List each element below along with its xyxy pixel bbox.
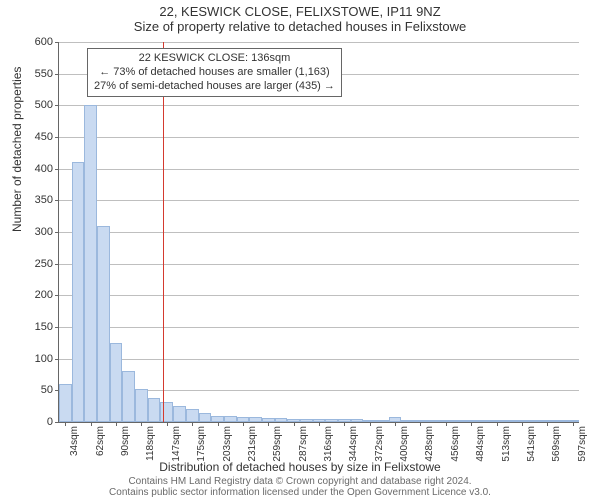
histogram-bar [300,419,313,422]
histogram-bar [503,420,516,422]
chart-container: 05010015020025030035040045050055060034sq… [58,42,578,422]
ytick-mark [55,422,59,423]
chart-title-line1: 22, KESWICK CLOSE, FELIXSTOWE, IP11 9NZ [0,0,600,19]
histogram-bar [173,406,186,422]
ytick-label: 400 [23,163,53,175]
histogram-bar [478,420,491,422]
footer: Contains HM Land Registry data © Crown c… [0,476,600,498]
plot-area: 05010015020025030035040045050055060034sq… [58,42,579,423]
ytick-label: 550 [23,68,53,80]
gridline [59,169,579,170]
x-axis-label: Distribution of detached houses by size … [0,460,600,474]
ytick-mark [55,74,59,75]
histogram-bar [59,384,72,422]
histogram-bar [186,409,199,422]
gridline [59,359,579,360]
histogram-bar [554,420,567,422]
gridline [59,264,579,265]
ytick-label: 300 [23,226,53,238]
histogram-bar [427,420,440,422]
footer-line1: Contains HM Land Registry data © Crown c… [128,476,471,487]
xtick-mark [65,422,66,426]
xtick-mark [141,422,142,426]
xtick-mark [218,422,219,426]
ytick-label: 600 [23,36,53,48]
xtick-mark [243,422,244,426]
xtick-mark [547,422,548,426]
gridline [59,42,579,43]
histogram-bar [97,226,110,422]
gridline [59,105,579,106]
histogram-bar [122,371,135,422]
histogram-bar [528,420,541,422]
ytick-mark [55,169,59,170]
histogram-bar [72,162,85,422]
histogram-bar [376,420,389,422]
ytick-label: 200 [23,289,53,301]
xtick-mark [91,422,92,426]
annotation-line1: 22 KESWICK CLOSE: 136sqm [139,52,291,64]
ytick-mark [55,264,59,265]
ytick-label: 450 [23,131,53,143]
xtick-mark [294,422,295,426]
y-axis-label: Number of detached properties [10,67,24,232]
ytick-mark [55,295,59,296]
annotation-box: 22 KESWICK CLOSE: 136sqm ← 73% of detache… [87,48,342,97]
xtick-mark [497,422,498,426]
histogram-bar [401,420,414,422]
histogram-bar [275,418,288,422]
xtick-mark [370,422,371,426]
footer-line2: Contains public sector information licen… [109,487,491,498]
xtick-mark [471,422,472,426]
ytick-label: 150 [23,321,53,333]
xtick-mark [116,422,117,426]
xtick-mark [167,422,168,426]
xtick-mark [420,422,421,426]
ytick-label: 0 [23,416,53,428]
ytick-label: 50 [23,384,53,396]
ytick-mark [55,327,59,328]
ytick-mark [55,359,59,360]
histogram-bar [249,417,262,422]
ytick-mark [55,200,59,201]
ytick-label: 100 [23,353,53,365]
ytick-mark [55,42,59,43]
histogram-bar [325,419,338,422]
histogram-bar [199,413,212,423]
histogram-bar [224,416,237,422]
histogram-bar [351,419,364,422]
chart-title-line2: Size of property relative to detached ho… [0,19,600,34]
reference-line [163,42,164,422]
gridline [59,137,579,138]
xtick-mark [192,422,193,426]
annotation-line2: ← 73% of detached houses are smaller (1,… [99,66,330,78]
xtick-mark [446,422,447,426]
histogram-bar [110,343,123,422]
ytick-label: 250 [23,258,53,270]
ytick-label: 500 [23,99,53,111]
xtick-mark [395,422,396,426]
annotation-line3: 27% of semi-detached houses are larger (… [94,80,335,92]
gridline [59,327,579,328]
xtick-mark [573,422,574,426]
xtick-mark [319,422,320,426]
xtick-mark [268,422,269,426]
gridline [59,295,579,296]
ytick-label: 350 [23,194,53,206]
histogram-bar [452,420,465,422]
histogram-bar [148,398,161,422]
gridline [59,200,579,201]
histogram-bar [84,105,97,422]
histogram-bar [135,389,148,422]
ytick-mark [55,137,59,138]
ytick-mark [55,105,59,106]
gridline [59,232,579,233]
ytick-mark [55,232,59,233]
xtick-mark [522,422,523,426]
xtick-mark [344,422,345,426]
